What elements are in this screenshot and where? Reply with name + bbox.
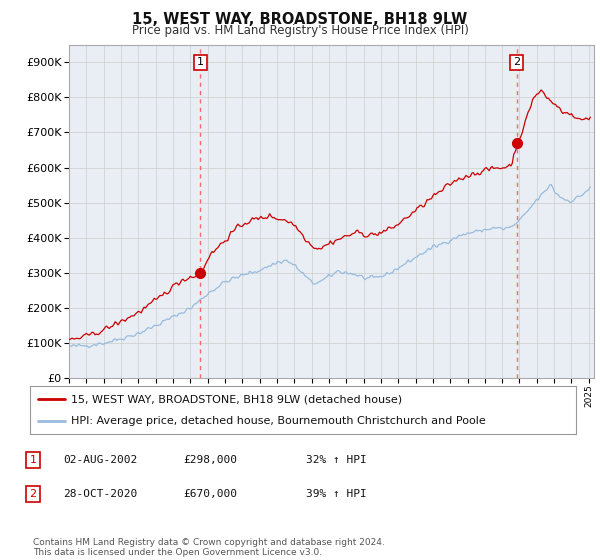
Text: 1: 1 (29, 455, 37, 465)
Text: £298,000: £298,000 (183, 455, 237, 465)
Text: 15, WEST WAY, BROADSTONE, BH18 9LW (detached house): 15, WEST WAY, BROADSTONE, BH18 9LW (deta… (71, 394, 402, 404)
Text: 1: 1 (197, 57, 204, 67)
Text: 2: 2 (29, 489, 37, 499)
Text: 15, WEST WAY, BROADSTONE, BH18 9LW: 15, WEST WAY, BROADSTONE, BH18 9LW (133, 12, 467, 27)
Text: 2: 2 (513, 57, 520, 67)
Text: 32% ↑ HPI: 32% ↑ HPI (306, 455, 367, 465)
Text: 39% ↑ HPI: 39% ↑ HPI (306, 489, 367, 499)
Text: HPI: Average price, detached house, Bournemouth Christchurch and Poole: HPI: Average price, detached house, Bour… (71, 416, 486, 426)
Text: 02-AUG-2002: 02-AUG-2002 (63, 455, 137, 465)
Text: Price paid vs. HM Land Registry's House Price Index (HPI): Price paid vs. HM Land Registry's House … (131, 24, 469, 36)
Text: £670,000: £670,000 (183, 489, 237, 499)
Text: Contains HM Land Registry data © Crown copyright and database right 2024.
This d: Contains HM Land Registry data © Crown c… (33, 538, 385, 557)
Text: 28-OCT-2020: 28-OCT-2020 (63, 489, 137, 499)
